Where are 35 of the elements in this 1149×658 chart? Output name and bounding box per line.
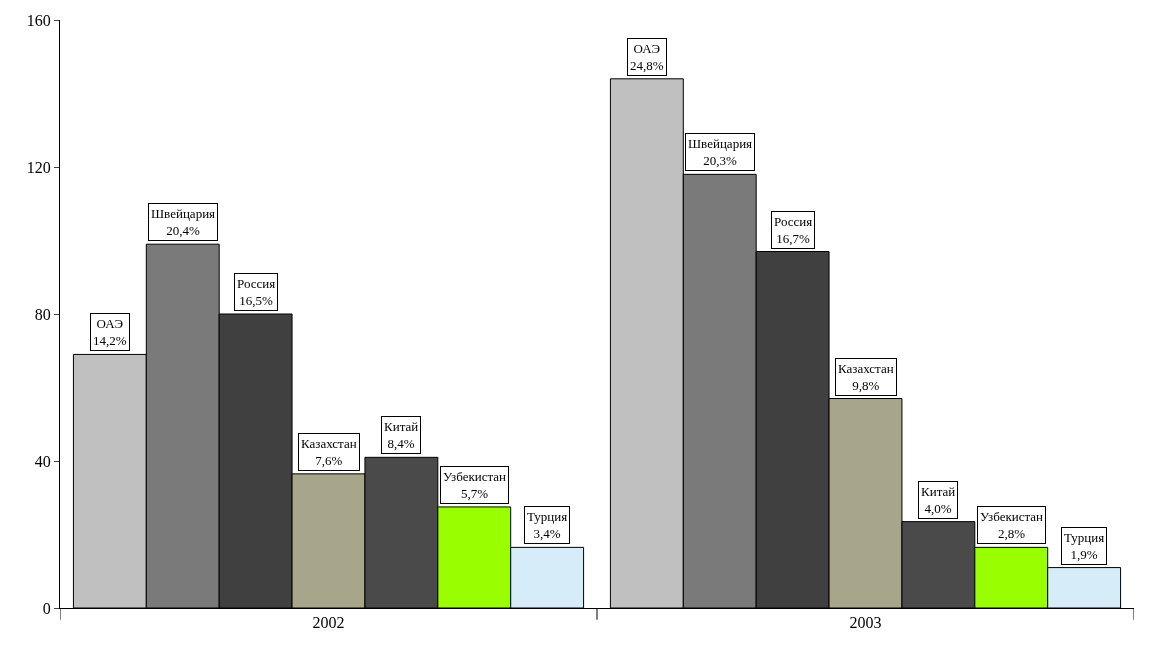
y-tick-label: 80 [34,305,51,323]
annotation: 14,2% [93,332,127,348]
annotation: 3,4% [533,525,561,541]
series-label: Россия [774,214,813,229]
annotation: 20,3% [703,152,737,168]
series-label: Турция [1064,530,1105,545]
y-tick-label: 120 [26,158,51,176]
series-label: Узбекистан [443,469,507,484]
series-label: ОАЭ [633,41,661,56]
series-label: Китай [921,484,956,499]
annotation: 2,8% [997,525,1026,541]
text: Россия [237,276,276,291]
annotation: 16,7% [776,230,811,246]
annotation: 1,9% [1070,546,1098,562]
annotation: 4,0% [924,500,952,516]
text: Китай [384,419,419,434]
annotation: 8,4% [387,435,415,451]
annotation: 7,6% [315,452,343,468]
text: Турция [527,509,568,524]
annotation: 24,8% [630,57,664,73]
series-label: Швейцария [151,206,216,221]
text: Казахстан [301,436,357,451]
annotation: 20,4% [166,222,200,238]
series-label: Казахстан [838,361,894,376]
annotation: 9,8% [852,377,880,393]
x-tick-label: 2002 [312,614,345,632]
text: Швейцария [688,136,753,151]
y-tick-label: 160 [26,11,51,29]
x-tick-label: 2003 [849,614,882,632]
annotation: 5,7% [460,485,489,501]
y-tick-label: 40 [34,452,51,470]
y-tick-label: 0 [42,599,51,617]
text: Узбекистан [980,509,1044,524]
annotation: 16,5% [239,292,274,308]
text: ОАЭ [96,316,123,331]
